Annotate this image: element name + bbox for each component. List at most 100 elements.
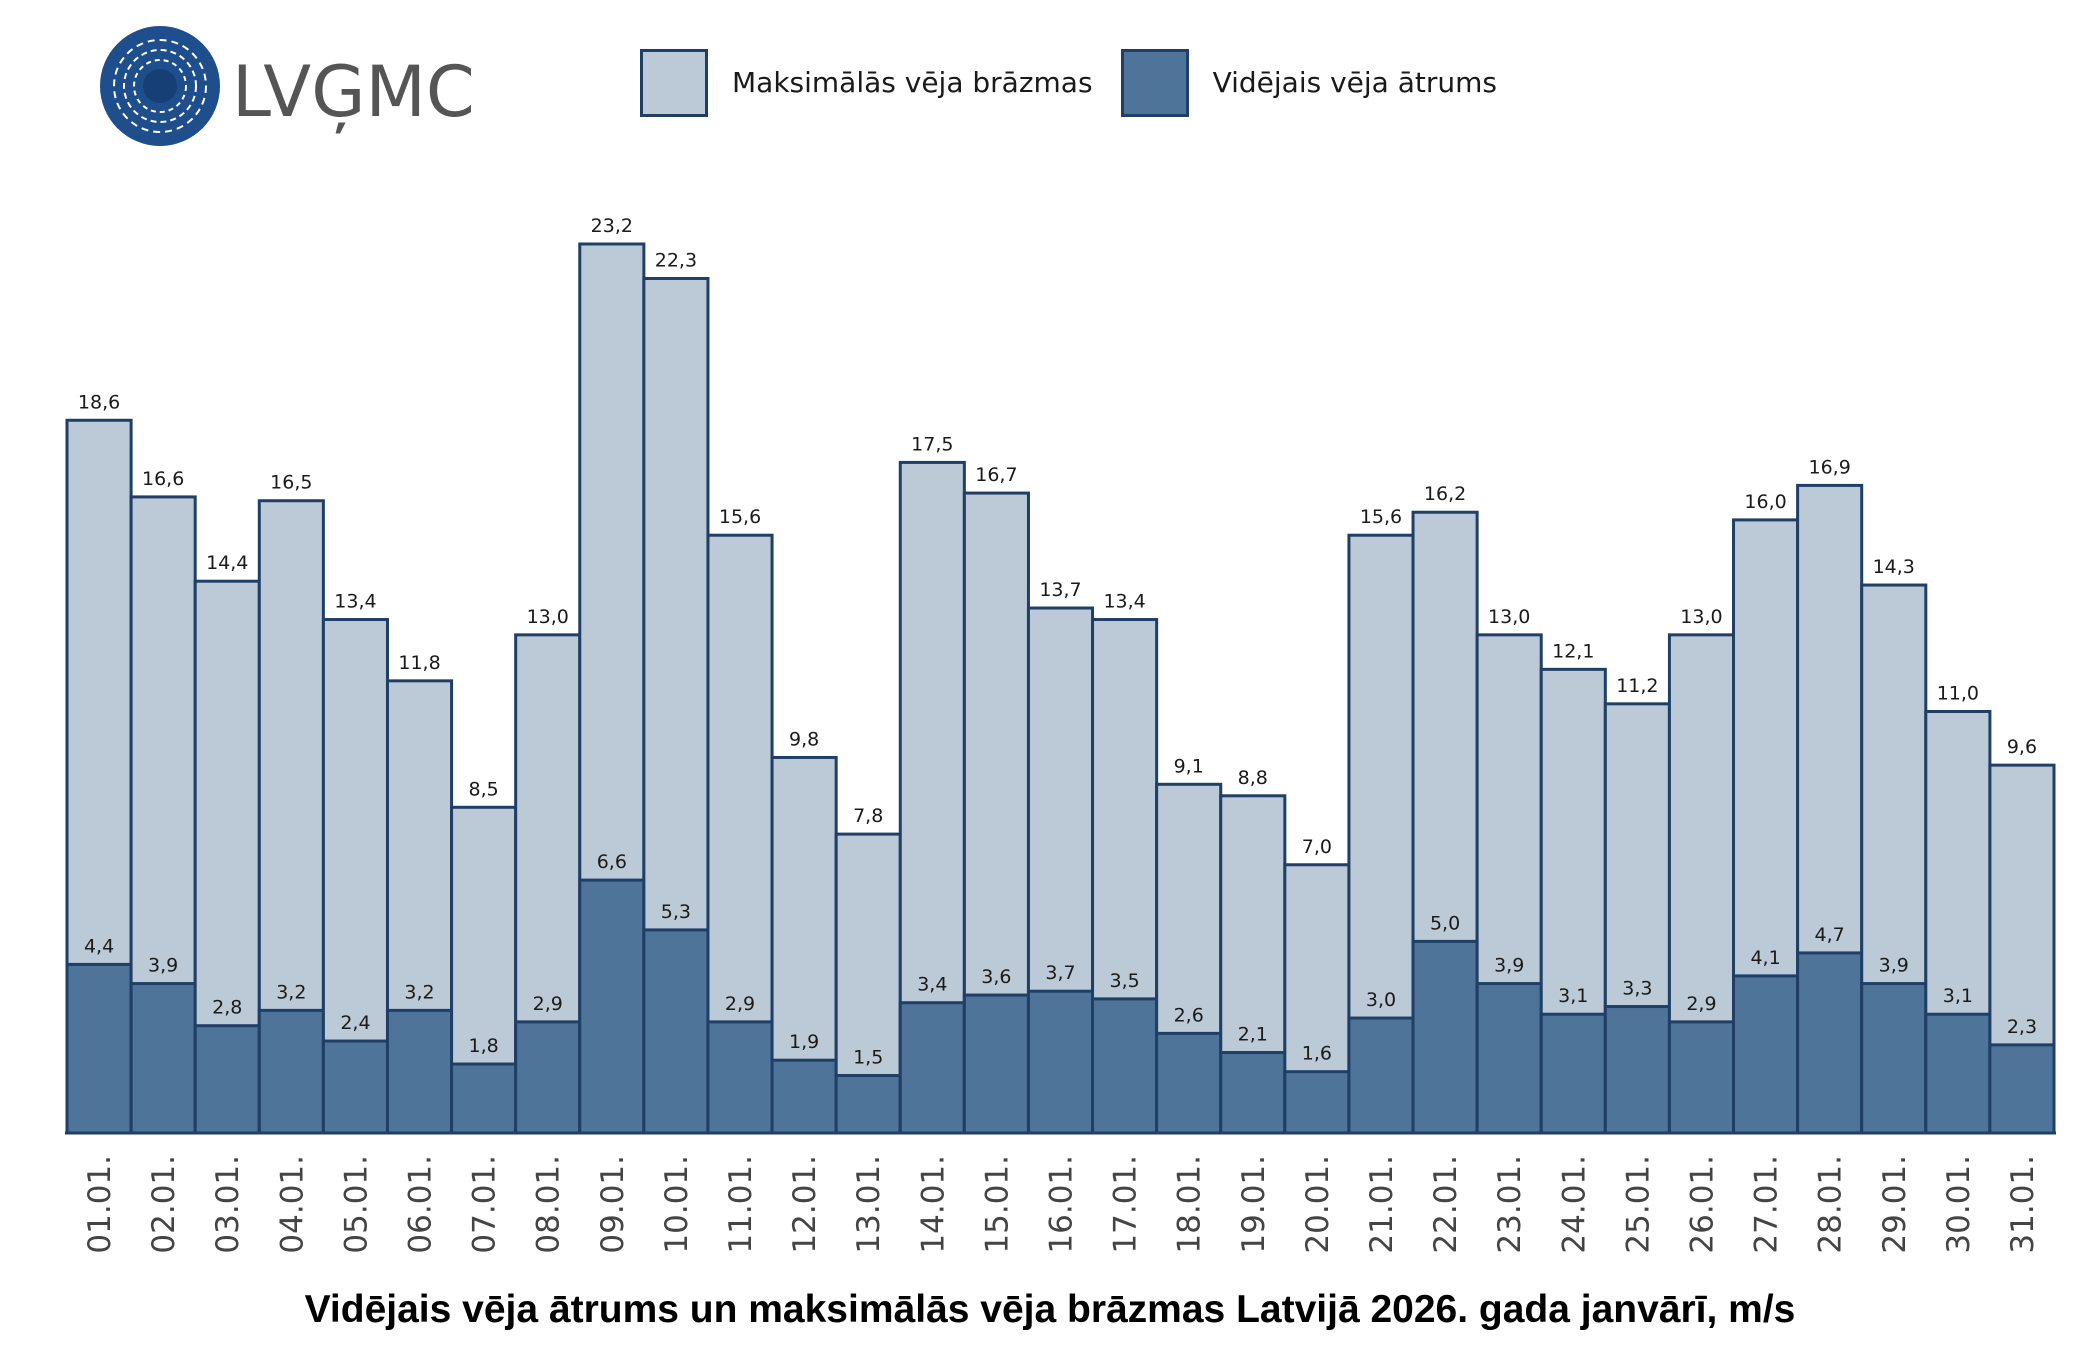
mean-bar — [1667, 1020, 1736, 1135]
gust-data-label: 16,9 — [1809, 456, 1851, 478]
gust-data-label: 16,6 — [142, 468, 184, 490]
x-tick-label: 21.01. — [1364, 1155, 1400, 1254]
gust-data-label: 9,6 — [2007, 736, 2037, 758]
x-tick-label: 25.01. — [1620, 1155, 1656, 1254]
mean-data-label: 3,9 — [1879, 955, 1909, 977]
x-tick-label: 16.01. — [1044, 1155, 1080, 1254]
gust-data-label: 7,8 — [853, 805, 883, 827]
mean-data-label: 1,9 — [789, 1031, 819, 1053]
mean-data-label: 6,6 — [597, 851, 627, 873]
gust-data-label: 23,2 — [591, 215, 633, 237]
mean-data-label: 3,6 — [981, 966, 1011, 988]
x-tick-label: 15.01. — [979, 1155, 1015, 1254]
mean-data-label: 3,2 — [404, 981, 434, 1003]
x-tick-label: 22.01. — [1428, 1155, 1464, 1254]
mean-bar — [1603, 1005, 1671, 1135]
x-tick-label: 05.01. — [338, 1155, 374, 1254]
mean-bar — [1411, 939, 1479, 1135]
gust-data-label: 18,6 — [78, 391, 120, 413]
legend-swatch-gusts — [640, 48, 708, 117]
mean-bar — [385, 1008, 454, 1135]
mean-bar — [1539, 1012, 1607, 1135]
mean-bar — [642, 928, 710, 1135]
mean-data-label: 3,5 — [1109, 970, 1139, 992]
x-tick-label: 31.01. — [2005, 1155, 2041, 1254]
mean-data-label: 5,0 — [1430, 912, 1460, 934]
gust-data-label: 16,0 — [1744, 491, 1786, 513]
mean-bar — [257, 1008, 325, 1135]
mean-bar — [129, 982, 197, 1135]
legend: Maksimālās vēja brāzmas Vidējais vēja āt… — [640, 45, 1521, 120]
legend-item-mean: Vidējais vēja ātrums — [1120, 48, 1497, 117]
gust-data-label: 13,0 — [527, 606, 569, 628]
gust-data-label: 11,8 — [398, 652, 440, 674]
x-tick-label: 29.01. — [1877, 1155, 1913, 1254]
mean-bar — [1924, 1012, 1992, 1135]
x-tick-label: 17.01. — [1108, 1155, 1144, 1254]
x-tick-label: 06.01. — [403, 1155, 439, 1254]
x-tick-label: 13.01. — [851, 1155, 887, 1254]
mean-bar — [578, 878, 646, 1135]
chart-title: Vidējais vēja ātrums un maksimālās vēja … — [304, 1288, 1796, 1331]
gust-data-label: 9,1 — [1174, 755, 1204, 777]
legend-label-mean: Vidējais vēja ātrums — [1212, 66, 1497, 99]
mean-data-label: 2,4 — [340, 1012, 370, 1034]
gust-data-label: 12,1 — [1552, 640, 1594, 662]
mean-data-label: 2,9 — [725, 993, 755, 1015]
mean-bar — [770, 1058, 838, 1135]
x-tick-label: 03.01. — [210, 1155, 246, 1254]
x-tick-label: 26.01. — [1684, 1155, 1720, 1254]
mean-bar — [1475, 982, 1543, 1135]
lvgmc-globe-logo-icon — [100, 26, 220, 146]
mean-bar — [1026, 989, 1095, 1135]
mean-bar — [450, 1062, 518, 1135]
mean-data-label: 4,1 — [1750, 947, 1780, 969]
gust-data-label: 13,7 — [1039, 579, 1081, 601]
x-tick-label: 30.01. — [1941, 1155, 1977, 1254]
mean-data-label: 2,8 — [212, 997, 242, 1019]
mean-data-label: 3,9 — [1494, 955, 1524, 977]
mean-data-label: 4,4 — [84, 935, 114, 957]
legend-label-gusts: Maksimālās vēja brāzmas — [732, 66, 1093, 99]
mean-data-label: 1,8 — [469, 1035, 499, 1057]
x-tick-label: 18.01. — [1172, 1155, 1208, 1254]
x-tick-label: 24.01. — [1556, 1155, 1592, 1254]
mean-data-label: 2,3 — [2007, 1016, 2037, 1038]
gust-data-label: 16,5 — [270, 472, 312, 494]
mean-bar — [898, 1001, 966, 1135]
x-tick-label: 02.01. — [146, 1155, 182, 1254]
mean-data-label: 3,0 — [1366, 989, 1396, 1011]
x-tick-label: 27.01. — [1749, 1155, 1785, 1254]
gust-data-label: 15,6 — [1360, 506, 1402, 528]
x-tick-label: 14.01. — [915, 1155, 951, 1254]
mean-data-label: 1,6 — [1302, 1043, 1332, 1065]
mean-bar — [834, 1074, 902, 1135]
gust-data-label: 9,8 — [789, 728, 819, 750]
x-tick-label: 20.01. — [1300, 1155, 1336, 1254]
gust-data-label: 14,3 — [1873, 556, 1915, 578]
legend-swatch-mean — [1120, 48, 1189, 117]
x-tick-label: 09.01. — [595, 1155, 631, 1254]
x-tick-label: 19.01. — [1236, 1155, 1272, 1254]
mean-data-label: 1,5 — [853, 1047, 883, 1069]
legend-item-gusts: Maksimālās vēja brāzmas — [640, 48, 1093, 117]
x-tick-label: 10.01. — [659, 1155, 695, 1254]
x-tick-label: 11.01. — [723, 1155, 759, 1254]
mean-bar — [706, 1020, 774, 1135]
gust-data-label: 16,2 — [1424, 483, 1466, 505]
mean-data-label: 2,1 — [1238, 1024, 1268, 1046]
lvgmc-logo: LVĢMC — [100, 26, 475, 146]
mean-data-label: 3,7 — [1045, 962, 1075, 984]
mean-bar — [962, 993, 1030, 1135]
gust-data-label: 22,3 — [655, 249, 697, 271]
x-tick-label: 08.01. — [531, 1155, 567, 1254]
gust-data-label: 7,0 — [1302, 836, 1332, 858]
mean-bar — [514, 1020, 582, 1135]
mean-bar — [1732, 974, 1800, 1135]
x-tick-label: 01.01. — [82, 1155, 118, 1254]
mean-bar — [1091, 997, 1159, 1135]
mean-bar — [65, 962, 133, 1135]
mean-bar — [1347, 1016, 1415, 1135]
gust-data-label: 14,4 — [206, 552, 248, 574]
